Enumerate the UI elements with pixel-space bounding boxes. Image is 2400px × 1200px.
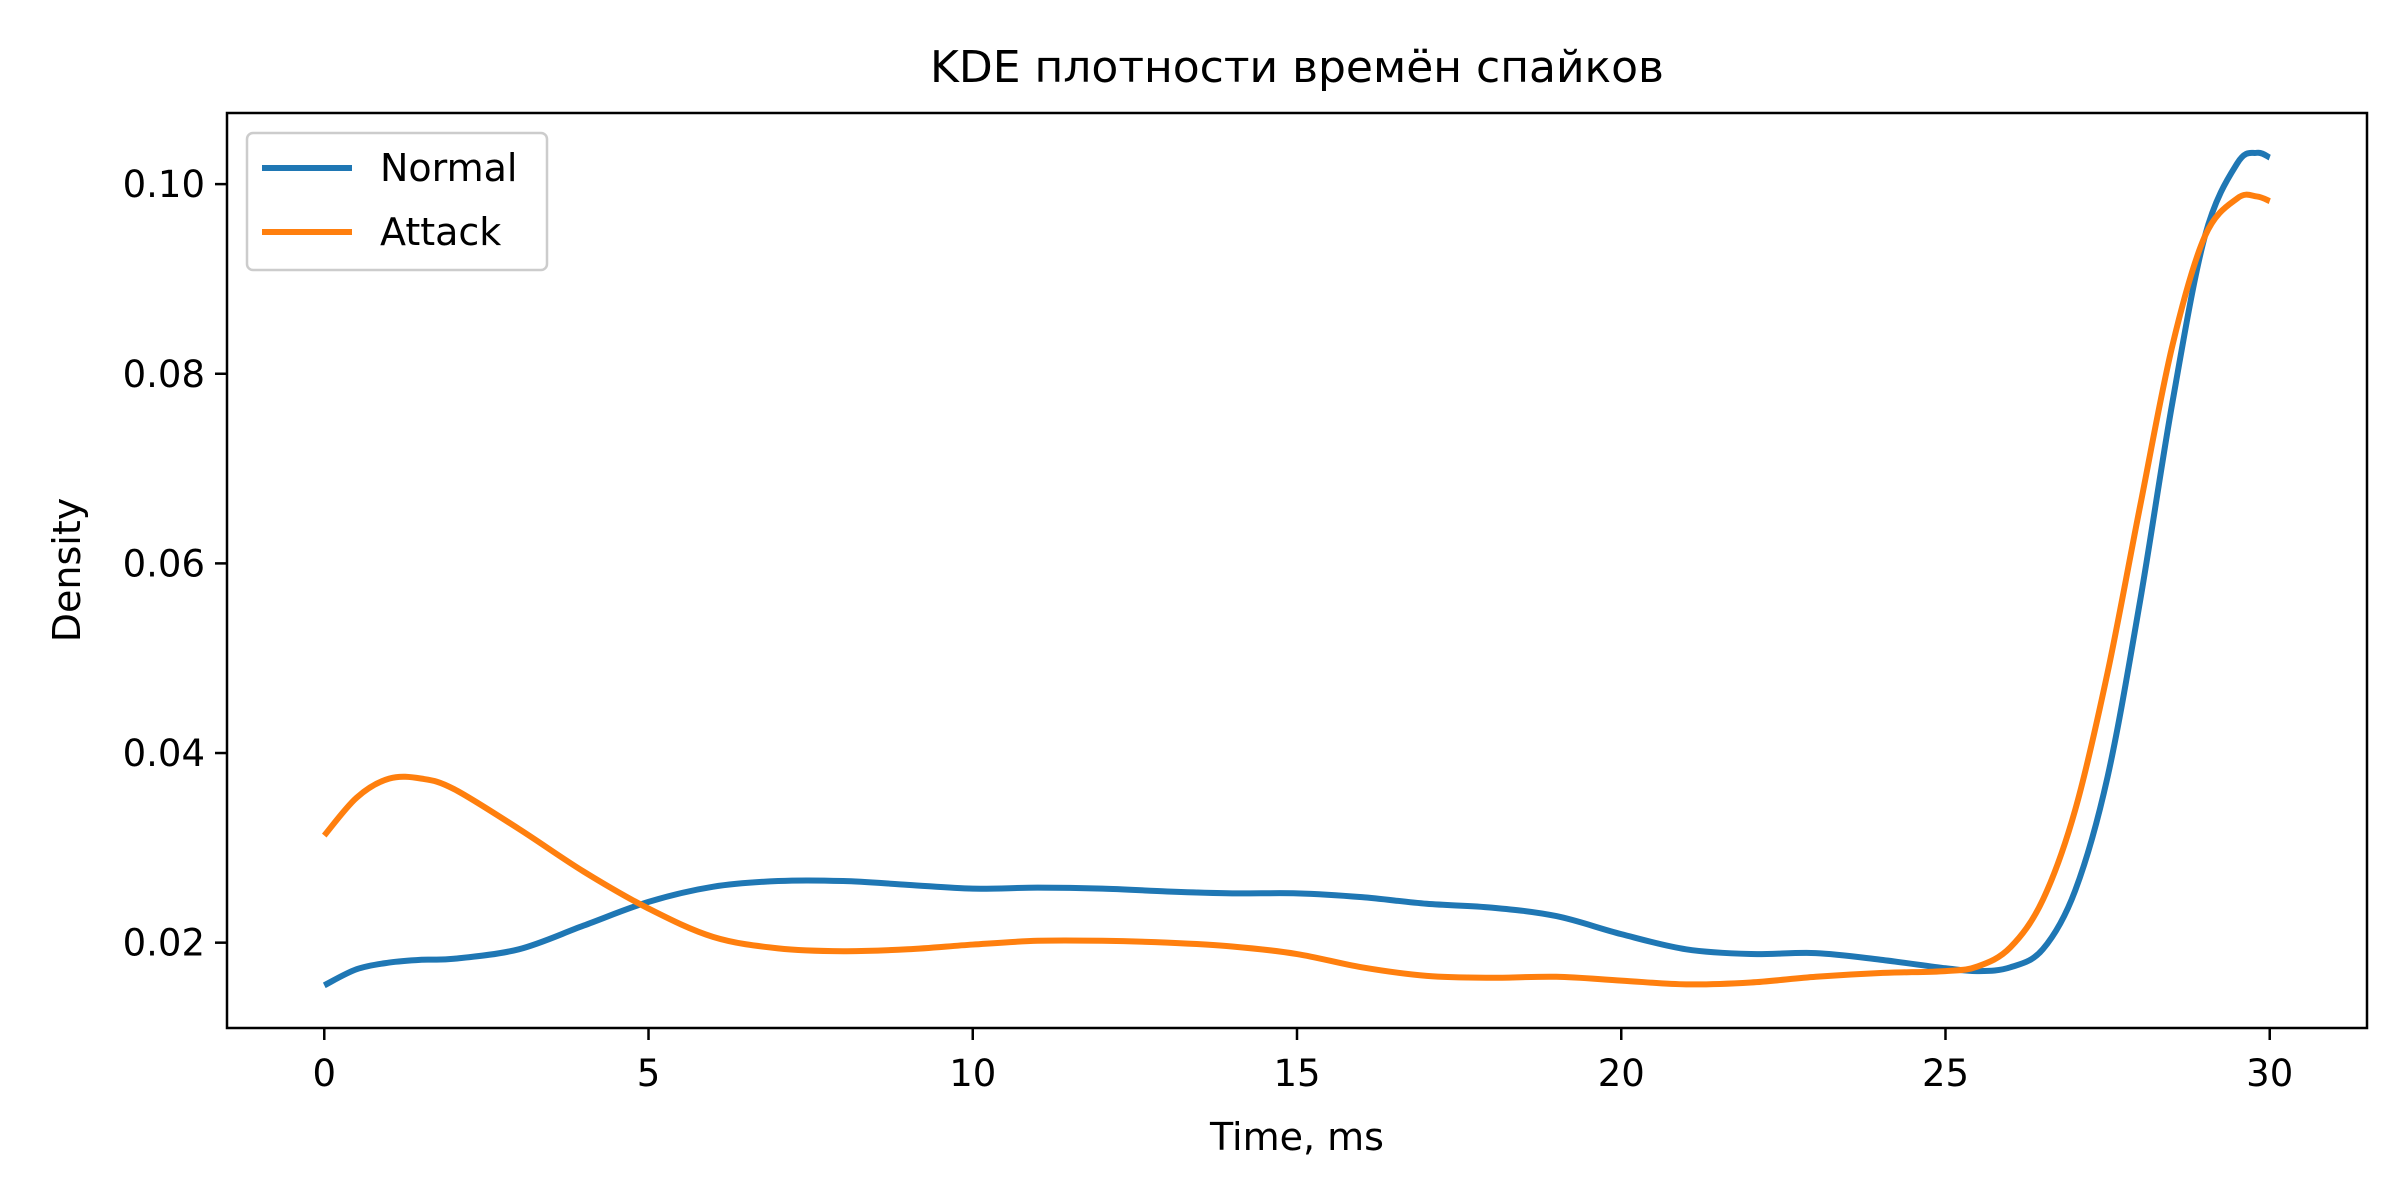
legend: Normal Attack (245, 131, 549, 272)
y-tick-label: 0.10 (123, 163, 205, 206)
x-axis-label: Time, ms (1209, 1115, 1384, 1159)
x-tick-label: 15 (1273, 1052, 1320, 1095)
x-tick-label: 5 (637, 1052, 661, 1095)
y-axis-label: Density (45, 498, 89, 642)
x-axis-ticks: 0 5 10 15 20 25 30 (312, 1028, 2293, 1095)
x-tick-label: 30 (2246, 1052, 2293, 1095)
y-tick-label: 0.04 (123, 732, 205, 775)
y-tick-label: 0.02 (123, 922, 205, 965)
series-line-attack (321, 191, 2271, 988)
y-tick-label: 0.08 (123, 353, 205, 396)
x-tick-label: 25 (1922, 1052, 1969, 1095)
chart-title: KDE плотности времён спайков (930, 42, 1664, 93)
plot-lines (321, 149, 2272, 989)
legend-label-attack: Attack (380, 210, 501, 254)
y-tick-label: 0.06 (123, 542, 205, 585)
x-tick-label: 0 (312, 1052, 336, 1095)
y-axis-ticks: 0.02 0.04 0.06 0.08 0.10 (123, 163, 227, 965)
x-tick-label: 20 (1598, 1052, 1645, 1095)
legend-label-normal: Normal (380, 146, 518, 190)
x-tick-label: 10 (949, 1052, 996, 1095)
